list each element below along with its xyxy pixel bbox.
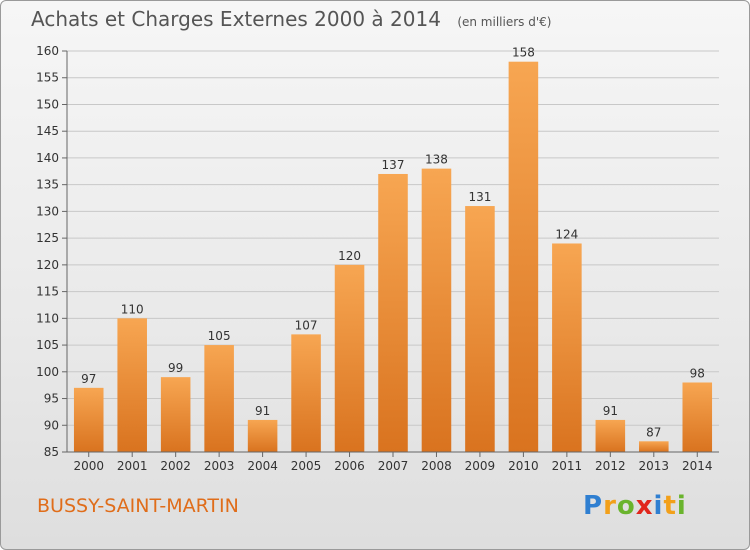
logo-letter: x <box>635 491 654 521</box>
bar <box>465 206 495 452</box>
bar-value-label: 97 <box>81 372 96 386</box>
y-tick-label: 105 <box>36 338 59 352</box>
y-tick-label: 160 <box>36 44 59 58</box>
bar <box>291 334 321 452</box>
bar-value-label: 87 <box>646 425 661 439</box>
y-tick-label: 100 <box>36 365 59 379</box>
logo-letter: i <box>676 491 687 521</box>
chart-title-block: Achats et Charges Externes 2000 à 2014 (… <box>31 7 551 31</box>
bar <box>117 318 147 452</box>
chart-title: Achats et Charges Externes 2000 à 2014 <box>31 7 441 31</box>
x-tick-label: 2007 <box>378 459 409 473</box>
bar <box>552 243 582 452</box>
bar <box>508 61 539 453</box>
y-axis: 85 90 95 100 105 110 115 120 125 130 135 140 145 150 1… <box>36 44 68 459</box>
logo-letter: r <box>603 491 617 521</box>
bar <box>421 168 452 453</box>
logo-letter: t <box>663 491 677 521</box>
y-tick-label: 135 <box>36 178 59 192</box>
y-tick-label: 110 <box>36 311 59 325</box>
bar-value-label: 131 <box>468 190 491 204</box>
bar-value-label: 124 <box>555 227 578 241</box>
bar-value-label: 91 <box>603 404 618 418</box>
bar <box>682 382 713 452</box>
logo-letter: P <box>583 491 604 521</box>
x-tick-label: 2012 <box>595 459 626 473</box>
logo-letter: o <box>616 491 636 521</box>
x-tick-label: 2003 <box>204 459 235 473</box>
x-tick-label: 2001 <box>117 459 148 473</box>
x-tick-label: 2009 <box>465 459 496 473</box>
bar-value-label: 99 <box>168 361 183 375</box>
bar-value-label: 120 <box>338 249 361 263</box>
bar-value-label: 91 <box>255 404 270 418</box>
bar <box>204 345 234 452</box>
bar <box>595 419 626 452</box>
bars: 97 110 99 105 91 107 120 137 138 131 158 124 91 87 98 <box>73 46 713 453</box>
bar <box>639 441 669 452</box>
x-tick-label: 2010 <box>508 459 539 473</box>
bar-value-label: 137 <box>382 158 405 172</box>
x-tick-label: 2005 <box>291 459 322 473</box>
bar-value-label: 107 <box>295 318 318 332</box>
bar <box>334 264 365 452</box>
y-tick-label: 125 <box>36 231 59 245</box>
x-axis: 2000 2001 2002 2003 2004 2005 2006 2007 2008 2009… <box>67 451 719 473</box>
x-tick-label: 2002 <box>160 459 191 473</box>
x-tick-label: 2013 <box>639 459 670 473</box>
y-tick-label: 140 <box>36 151 59 165</box>
y-tick-label: 145 <box>36 124 59 138</box>
y-tick-label: 95 <box>44 392 59 406</box>
x-tick-label: 2000 <box>73 459 104 473</box>
proxiti-logo: Proxiti <box>583 491 687 521</box>
x-tick-label: 2006 <box>334 459 365 473</box>
y-tick-label: 150 <box>36 97 59 111</box>
x-tick-label: 2011 <box>552 459 583 473</box>
bar-value-label: 138 <box>425 153 448 167</box>
bar-value-label: 98 <box>690 366 705 380</box>
x-tick-label: 2008 <box>421 459 452 473</box>
y-tick-label: 85 <box>44 445 59 459</box>
bar <box>378 173 408 452</box>
logo-letter: i <box>653 491 664 521</box>
chart-subtitle: (en milliers d'€) <box>457 15 552 29</box>
bar-value-label: 105 <box>208 329 231 343</box>
x-tick-label: 2004 <box>247 459 278 473</box>
commune-name: BUSSY-SAINT-MARTIN <box>37 495 239 517</box>
y-tick-label: 130 <box>36 204 59 218</box>
bar <box>160 377 191 452</box>
y-tick-label: 155 <box>36 71 59 85</box>
bar <box>73 387 104 452</box>
bar <box>247 419 278 452</box>
y-tick-label: 115 <box>36 285 59 299</box>
y-tick-label: 90 <box>44 418 59 432</box>
x-tick-label: 2014 <box>682 459 713 473</box>
bar-value-label: 110 <box>121 302 144 316</box>
y-tick-label: 120 <box>36 258 59 272</box>
bar-value-label: 158 <box>512 46 535 60</box>
